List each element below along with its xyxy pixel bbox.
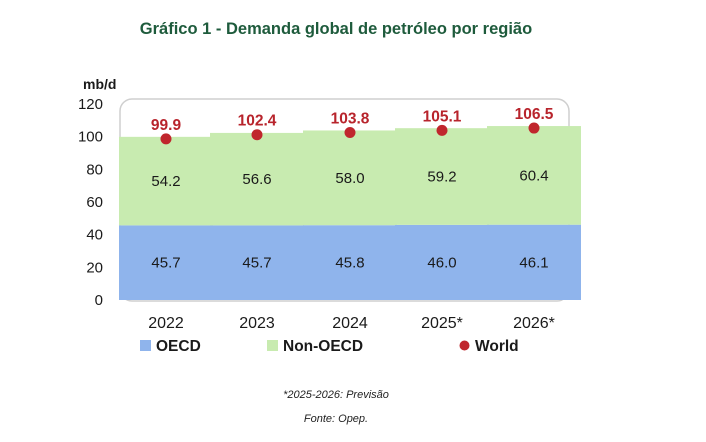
world-marker	[251, 129, 263, 141]
forecast-footnote: *2025-2026: Previsão	[283, 389, 389, 401]
data-label-oecd: 46.1	[519, 254, 548, 271]
x-tick-label: 2022	[148, 315, 184, 332]
y-tick-label: 80	[86, 161, 103, 178]
data-label-non-oecd: 54.2	[151, 173, 180, 190]
x-tick-label: 2025*	[421, 315, 463, 332]
y-axis-unit-label: mb/d	[83, 76, 116, 92]
x-tick-label: 2026*	[513, 315, 555, 332]
y-tick-label: 120	[78, 96, 103, 113]
world-marker	[436, 124, 448, 136]
data-label-oecd: 45.7	[151, 255, 180, 272]
world-value-label: 105.1	[423, 108, 462, 125]
bar-non-oecd	[487, 126, 581, 225]
bar-non-oecd	[303, 130, 397, 226]
legend-marker	[459, 340, 470, 351]
legend-label: Non-OECD	[283, 338, 363, 355]
oil-demand-chart: mb/d 0 20 40 60 80 100 120 45.7 54.2 45.7 56.6 45.…	[78, 76, 581, 355]
chart-title: Gráfico 1 - Demanda global de petróleo p…	[139, 20, 533, 38]
bar-non-oecd	[210, 132, 304, 226]
source-note: Fonte: Opep.	[303, 413, 369, 425]
y-tick-label: 60	[86, 194, 103, 211]
data-label-non-oecd: 60.4	[519, 167, 548, 184]
y-tick-label: 40	[86, 227, 103, 244]
bar-non-oecd	[119, 136, 213, 226]
world-value-label: 102.4	[238, 113, 277, 130]
bar-oecd	[210, 225, 304, 300]
data-label-non-oecd: 56.6	[242, 171, 271, 188]
data-label-non-oecd: 58.0	[335, 170, 364, 187]
data-label-non-oecd: 59.2	[427, 169, 456, 186]
legend-label: OECD	[156, 338, 201, 355]
world-marker	[160, 133, 172, 145]
bar-oecd	[395, 224, 489, 300]
legend-label: World	[475, 338, 519, 355]
y-tick-label: 100	[78, 129, 103, 146]
legend-swatch	[267, 340, 278, 351]
x-tick-label: 2023	[239, 315, 275, 332]
data-label-oecd: 45.7	[242, 255, 271, 272]
x-tick-label: 2024	[332, 315, 368, 332]
y-tick-label: 0	[95, 292, 103, 309]
bar-non-oecd	[395, 128, 489, 225]
world-marker	[344, 126, 356, 138]
bar-oecd	[119, 225, 213, 300]
world-value-label: 103.8	[331, 110, 370, 127]
bar-oecd	[303, 225, 397, 300]
bar-oecd	[487, 224, 581, 300]
world-value-label: 106.5	[515, 106, 554, 123]
legend-swatch	[140, 340, 151, 351]
world-marker	[528, 122, 540, 134]
data-label-oecd: 45.8	[335, 255, 364, 272]
y-tick-label: 20	[86, 259, 103, 276]
world-value-label: 99.9	[151, 117, 182, 134]
data-label-oecd: 46.0	[427, 254, 456, 271]
